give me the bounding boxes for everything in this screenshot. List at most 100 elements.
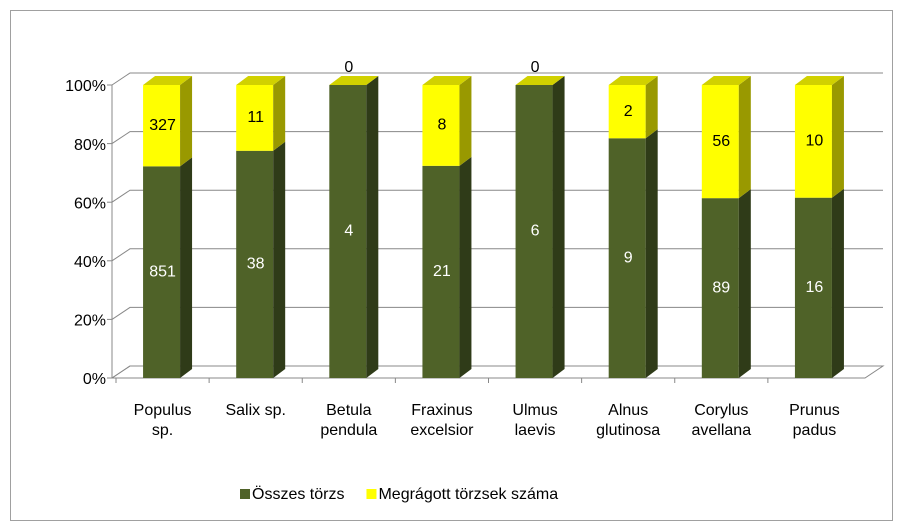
bar-side bbox=[645, 76, 658, 139]
bar-front bbox=[236, 85, 274, 151]
bar-front bbox=[143, 166, 181, 378]
bar-front bbox=[422, 165, 460, 378]
bar-top bbox=[515, 76, 565, 85]
x-tick-label: Prunus padus bbox=[789, 402, 840, 439]
x-tick-label: Fraxinus excelsior bbox=[410, 402, 474, 439]
bar-segment bbox=[701, 76, 751, 199]
bar-segment bbox=[794, 76, 844, 198]
bar-side bbox=[366, 76, 379, 378]
y-tick-label: 20% bbox=[74, 313, 106, 330]
x-tick-label: Salix sp. bbox=[225, 402, 285, 419]
bar-side bbox=[180, 76, 193, 167]
bar-front bbox=[143, 85, 181, 167]
y-tick-label: 100% bbox=[65, 78, 106, 95]
bar-side bbox=[831, 76, 844, 198]
bar-top bbox=[143, 76, 193, 85]
x-tick-label-line: Populus bbox=[134, 402, 192, 419]
data-label: 11 bbox=[247, 109, 264, 126]
bar-top bbox=[701, 76, 751, 85]
data-label: 6 bbox=[531, 223, 540, 240]
bar-top bbox=[422, 76, 472, 85]
y-tick-label: 40% bbox=[74, 254, 106, 271]
bar-side bbox=[738, 76, 751, 199]
bar-top bbox=[329, 76, 379, 85]
data-label: 38 bbox=[247, 256, 265, 273]
bar-segment bbox=[515, 76, 565, 378]
y-tick-label: 80% bbox=[74, 137, 106, 154]
x-tick-label-line: Salix sp. bbox=[225, 402, 285, 419]
legend-label: Összes törzs bbox=[252, 485, 344, 503]
x-tick-label: Ulmus laevis bbox=[512, 402, 557, 439]
bar-segment bbox=[515, 76, 565, 85]
bar-top bbox=[236, 76, 286, 85]
bar-front bbox=[701, 85, 739, 199]
bar-side bbox=[645, 129, 658, 378]
bar-front bbox=[794, 85, 832, 198]
x-tick-label-line: Prunus bbox=[789, 402, 840, 419]
x-tick-label: Populus sp. bbox=[134, 402, 192, 439]
y-tick-label: 0% bbox=[83, 371, 106, 388]
x-tick-label-line: Betula bbox=[326, 402, 371, 419]
data-label: 8 bbox=[437, 117, 446, 134]
data-label: 327 bbox=[149, 117, 176, 134]
bar-segment bbox=[143, 157, 193, 378]
legend-swatch bbox=[366, 489, 377, 499]
bar-segment bbox=[422, 76, 472, 166]
x-tick-label: Corylus avellana bbox=[692, 402, 752, 439]
bar-front bbox=[515, 85, 553, 378]
data-label: 56 bbox=[712, 133, 730, 150]
legend-label: Megrágott törzsek száma bbox=[378, 486, 558, 503]
bar-front bbox=[608, 138, 646, 378]
bar-side bbox=[738, 189, 751, 378]
bar-side bbox=[552, 76, 565, 378]
bar-side bbox=[831, 188, 844, 378]
bar-segment bbox=[701, 189, 751, 378]
bar-front bbox=[701, 198, 739, 378]
x-tick-label-line: excelsior bbox=[410, 422, 474, 439]
bar-segment bbox=[608, 129, 658, 378]
bar-side bbox=[459, 156, 472, 378]
x-tick-label-line: Ulmus bbox=[512, 402, 557, 419]
data-label: 89 bbox=[712, 279, 730, 296]
data-label: 9 bbox=[624, 249, 633, 266]
bar-segment bbox=[236, 141, 286, 378]
bar-front bbox=[608, 85, 646, 139]
data-label: 16 bbox=[806, 279, 824, 296]
data-label: 21 bbox=[433, 263, 451, 280]
bar-segment bbox=[329, 76, 379, 378]
data-label: 2 bbox=[624, 103, 633, 120]
x-tick-label-line: laevis bbox=[515, 422, 556, 439]
legend-swatch bbox=[240, 489, 250, 499]
bar-front bbox=[236, 150, 274, 378]
x-tick-label-line: Alnus bbox=[608, 402, 648, 419]
data-label: 851 bbox=[149, 263, 176, 280]
bar-top bbox=[608, 76, 658, 85]
bar-side bbox=[180, 157, 193, 378]
x-tick-label: Betula pendula bbox=[320, 402, 377, 439]
bar-front bbox=[329, 85, 367, 378]
x-tick-label-line: padus bbox=[793, 422, 837, 439]
data-label: 10 bbox=[806, 133, 824, 150]
bar-top bbox=[794, 76, 844, 85]
y-tick-label: 60% bbox=[74, 195, 106, 212]
bar-segment bbox=[329, 76, 379, 85]
bar-front bbox=[422, 85, 460, 166]
bar-segment bbox=[794, 188, 844, 378]
data-label: 0 bbox=[531, 59, 540, 76]
x-tick-label-line: glutinosa bbox=[596, 422, 660, 439]
x-tick-label-line: Corylus bbox=[694, 402, 748, 419]
grid-line bbox=[111, 72, 883, 86]
bar-side bbox=[273, 141, 286, 378]
bar-segment bbox=[422, 156, 472, 378]
x-tick-label-line: avellana bbox=[692, 422, 752, 439]
bar-front bbox=[794, 197, 832, 378]
data-label: 4 bbox=[344, 223, 353, 240]
bar-segment bbox=[608, 76, 658, 139]
data-label: 0 bbox=[344, 59, 353, 76]
bar-side bbox=[459, 76, 472, 166]
bar-segment bbox=[236, 76, 286, 151]
x-tick-label: Alnus glutinosa bbox=[596, 402, 660, 439]
bar-segment bbox=[143, 76, 193, 167]
x-tick-label-line: sp. bbox=[152, 422, 173, 439]
